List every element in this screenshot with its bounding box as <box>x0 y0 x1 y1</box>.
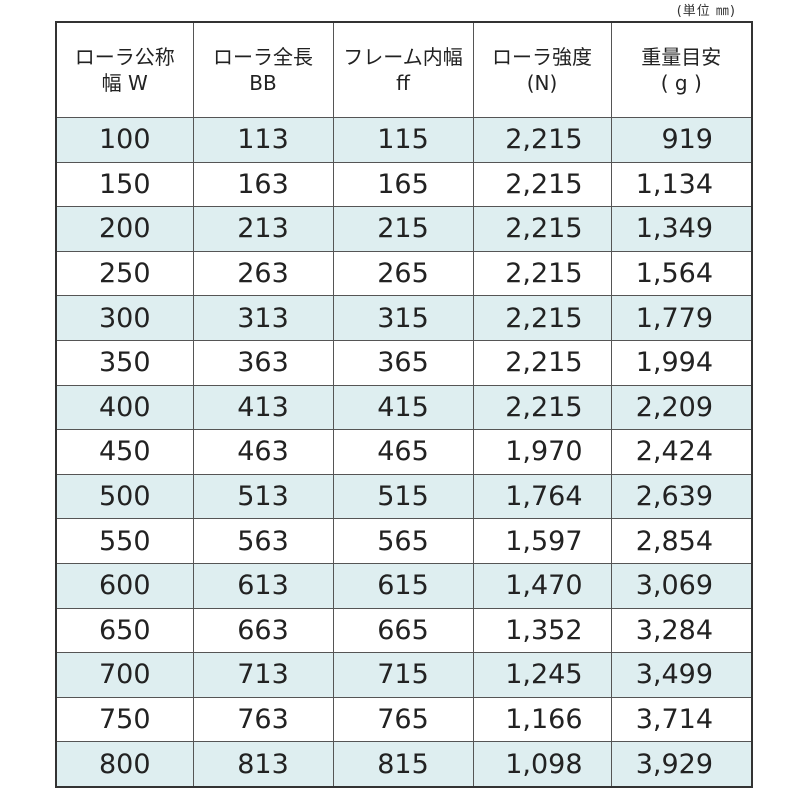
header-roller-strength: ローラ強度 (N) <box>472 21 612 118</box>
cell-nominal-width: 250 <box>55 250 194 297</box>
cell-nominal-width: 600 <box>55 562 194 609</box>
cell-frame-inner-width: 415 <box>332 384 474 431</box>
cell-weight-estimate: 1,564 <box>610 250 753 297</box>
cell-roller-strength: 2,215 <box>472 117 612 163</box>
cell-frame-inner-width: 215 <box>332 206 474 252</box>
cell-frame-inner-width: 365 <box>332 339 474 386</box>
cell-nominal-width: 350 <box>55 339 194 386</box>
cell-roller-strength: 1,352 <box>472 607 612 654</box>
cell-nominal-width: 550 <box>55 518 194 564</box>
cell-nominal-width: 400 <box>55 384 194 431</box>
header-nominal-width: ローラ公称 幅 W <box>55 21 194 118</box>
cell-roller-strength: 1,970 <box>472 429 612 475</box>
table-row: 550 563 565 1,597 2,854 <box>55 518 753 564</box>
cell-roller-strength: 2,215 <box>472 206 612 252</box>
cell-frame-inner-width: 165 <box>332 161 474 208</box>
cell-roller-strength: 2,215 <box>472 161 612 208</box>
table-row: 250 263 265 2,215 1,564 <box>55 250 753 297</box>
cell-nominal-width: 300 <box>55 295 194 341</box>
unit-note: (単位 ㎜) <box>676 4 736 19</box>
cell-frame-inner-width: 515 <box>332 473 474 520</box>
table-row: 800 813 815 1,098 3,929 <box>55 741 753 788</box>
cell-weight-estimate: 1,994 <box>610 339 753 386</box>
table-row: 700 713 715 1,245 3,499 <box>55 652 753 698</box>
cell-nominal-width: 650 <box>55 607 194 654</box>
cell-overall-length: 163 <box>192 161 334 208</box>
cell-weight-estimate: 3,929 <box>610 741 753 788</box>
cell-weight-estimate: 2,854 <box>610 518 753 564</box>
cell-weight-estimate: 919 <box>610 117 753 163</box>
cell-nominal-width: 750 <box>55 696 194 743</box>
cell-weight-estimate: 1,134 <box>610 161 753 208</box>
cell-frame-inner-width: 115 <box>332 117 474 163</box>
cell-roller-strength: 1,470 <box>472 562 612 609</box>
table-row: 200 213 215 2,215 1,349 <box>55 206 753 252</box>
cell-nominal-width: 500 <box>55 473 194 520</box>
header-overall-length: ローラ全長 BB <box>192 21 334 118</box>
cell-nominal-width: 100 <box>55 117 194 163</box>
cell-frame-inner-width: 665 <box>332 607 474 654</box>
cell-overall-length: 813 <box>192 741 334 788</box>
cell-roller-strength: 2,215 <box>472 250 612 297</box>
table-row: 750 763 765 1,166 3,714 <box>55 696 753 743</box>
table-row: 650 663 665 1,352 3,284 <box>55 607 753 654</box>
cell-overall-length: 213 <box>192 206 334 252</box>
cell-roller-strength: 1,098 <box>472 741 612 788</box>
header-weight-estimate: 重量目安 ( g ) <box>610 21 753 118</box>
cell-roller-strength: 1,597 <box>472 518 612 564</box>
table-row: 450 463 465 1,970 2,424 <box>55 429 753 475</box>
cell-roller-strength: 1,245 <box>472 652 612 698</box>
cell-roller-strength: 2,215 <box>472 339 612 386</box>
cell-weight-estimate: 2,424 <box>610 429 753 475</box>
table-row: 100 113 115 2,215 919 <box>55 117 753 163</box>
cell-nominal-width: 150 <box>55 161 194 208</box>
cell-overall-length: 713 <box>192 652 334 698</box>
cell-overall-length: 763 <box>192 696 334 743</box>
cell-overall-length: 463 <box>192 429 334 475</box>
header-frame-inner-width: フレーム内幅 ff <box>332 21 474 118</box>
cell-roller-strength: 2,215 <box>472 384 612 431</box>
table-body: 100 113 115 2,215 919 150 163 165 2,215 1,134 200 2… <box>55 117 753 788</box>
cell-frame-inner-width: 815 <box>332 741 474 788</box>
cell-overall-length: 663 <box>192 607 334 654</box>
table-row: 350 363 365 2,215 1,994 <box>55 339 753 386</box>
cell-weight-estimate: 3,714 <box>610 696 753 743</box>
cell-frame-inner-width: 765 <box>332 696 474 743</box>
table-row: 500 513 515 1,764 2,639 <box>55 473 753 520</box>
cell-frame-inner-width: 615 <box>332 562 474 609</box>
cell-frame-inner-width: 715 <box>332 652 474 698</box>
table-row: 300 313 315 2,215 1,779 <box>55 295 753 341</box>
cell-nominal-width: 450 <box>55 429 194 475</box>
roller-spec-table: ローラ公称 幅 W ローラ全長 BB フレーム内幅 ff ローラ強度 (N) 重… <box>55 21 753 788</box>
cell-overall-length: 363 <box>192 339 334 386</box>
cell-overall-length: 263 <box>192 250 334 297</box>
table-row: 400 413 415 2,215 2,209 <box>55 384 753 431</box>
cell-overall-length: 313 <box>192 295 334 341</box>
cell-weight-estimate: 3,069 <box>610 562 753 609</box>
cell-weight-estimate: 3,499 <box>610 652 753 698</box>
cell-weight-estimate: 3,284 <box>610 607 753 654</box>
cell-roller-strength: 1,764 <box>472 473 612 520</box>
table-row: 600 613 615 1,470 3,069 <box>55 562 753 609</box>
cell-nominal-width: 700 <box>55 652 194 698</box>
cell-overall-length: 113 <box>192 117 334 163</box>
cell-weight-estimate: 2,639 <box>610 473 753 520</box>
cell-frame-inner-width: 315 <box>332 295 474 341</box>
cell-roller-strength: 1,166 <box>472 696 612 743</box>
cell-weight-estimate: 1,349 <box>610 206 753 252</box>
cell-overall-length: 563 <box>192 518 334 564</box>
cell-roller-strength: 2,215 <box>472 295 612 341</box>
cell-nominal-width: 200 <box>55 206 194 252</box>
header-row: ローラ公称 幅 W ローラ全長 BB フレーム内幅 ff ローラ強度 (N) 重… <box>55 21 753 118</box>
table-row: 150 163 165 2,215 1,134 <box>55 161 753 208</box>
cell-nominal-width: 800 <box>55 741 194 788</box>
cell-overall-length: 513 <box>192 473 334 520</box>
cell-overall-length: 413 <box>192 384 334 431</box>
cell-weight-estimate: 2,209 <box>610 384 753 431</box>
cell-frame-inner-width: 465 <box>332 429 474 475</box>
cell-overall-length: 613 <box>192 562 334 609</box>
cell-weight-estimate: 1,779 <box>610 295 753 341</box>
cell-frame-inner-width: 565 <box>332 518 474 564</box>
cell-frame-inner-width: 265 <box>332 250 474 297</box>
